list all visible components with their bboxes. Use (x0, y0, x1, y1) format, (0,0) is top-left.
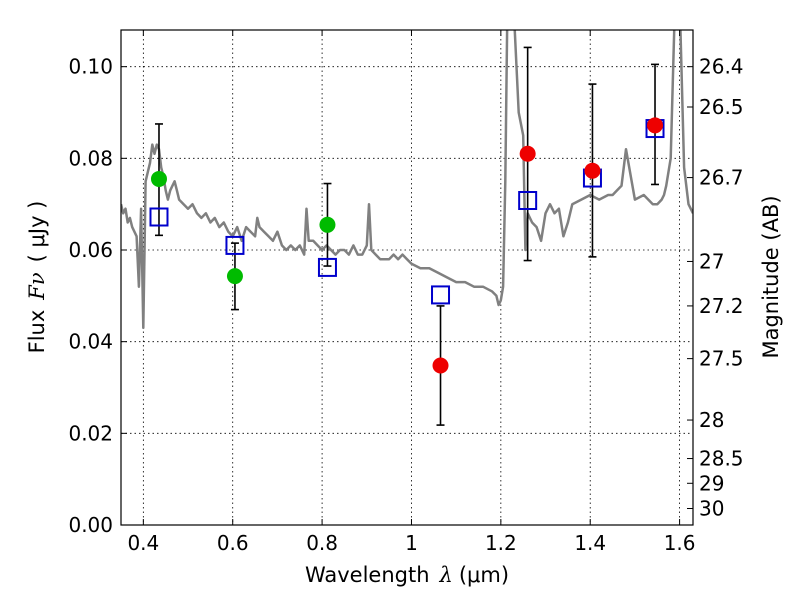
x-tick-label: 0.4 (127, 531, 159, 555)
green-data-point (319, 216, 336, 233)
y2-tick-label: 28.5 (699, 447, 744, 471)
x-tick-label: 1 (405, 531, 418, 555)
model-square-marker (149, 207, 169, 227)
red-data-point (432, 357, 449, 374)
y-tick-label: 0.08 (68, 146, 113, 170)
y-tick-label: 0.00 (68, 513, 113, 537)
x-tick-label: 1.2 (485, 531, 517, 555)
x-tick-label: 1.6 (664, 531, 696, 555)
y2-tick-label: 26.4 (699, 55, 744, 79)
model-square-marker (518, 191, 538, 210)
red-data-point (519, 145, 536, 162)
x-axis-label-symbol: λ (439, 563, 453, 587)
model-square-marker (317, 257, 337, 277)
x-axis-label-main: Wavelength (305, 563, 430, 587)
y-tick-label: 0.02 (68, 421, 113, 445)
axis-ticks: 0.4 0.6 0.8 1 1.2 1.4 1.6 0.00 0.02 0.04 0.06 0.08 0… (68, 30, 744, 555)
y2-axis-label: Magnitude (AB) (759, 195, 783, 358)
x-tick-label: 1.4 (574, 531, 606, 555)
x-axis-label-unit: (μm) (459, 563, 509, 587)
y-tick-label: 0.06 (68, 238, 113, 262)
y2-tick-label: 26.5 (699, 95, 744, 119)
y2-tick-label: 27.5 (699, 347, 744, 371)
x-tick-label: 0.6 (217, 531, 249, 555)
y2-tick-label: 29 (699, 471, 724, 495)
red-data-point (584, 162, 601, 179)
y-axis-label-main: Flux (25, 310, 49, 354)
plot-background (121, 30, 693, 525)
y-tick-label: 0.10 (68, 55, 113, 79)
y2-tick-label: 30 (699, 497, 724, 521)
y-axis-label-symbol: Fν (25, 272, 49, 301)
x-axis-label: Wavelength λ (μm) (305, 563, 509, 587)
model-square-marker (225, 235, 245, 255)
model-square-marker (431, 285, 451, 305)
spectrum (121, 30, 693, 330)
data-markers (149, 117, 665, 374)
red-data-point (647, 117, 664, 134)
y2-tick-label: 26.7 (699, 166, 744, 190)
y2-tick-label: 27.2 (699, 294, 744, 318)
x-tick-label: 0.8 (306, 531, 338, 555)
plot-frame (120, 29, 694, 526)
green-data-point (150, 170, 167, 187)
y-tick-label: 0.04 (68, 330, 113, 354)
y2-tick-label: 27 (699, 249, 724, 273)
y-axis-label: Flux Fν ( μJy ) (25, 201, 49, 354)
green-data-point (226, 268, 243, 285)
y-axis-label-unit: ( μJy ) (25, 201, 49, 263)
y2-tick-label: 28 (699, 408, 724, 432)
spectrum-line (121, 30, 693, 330)
